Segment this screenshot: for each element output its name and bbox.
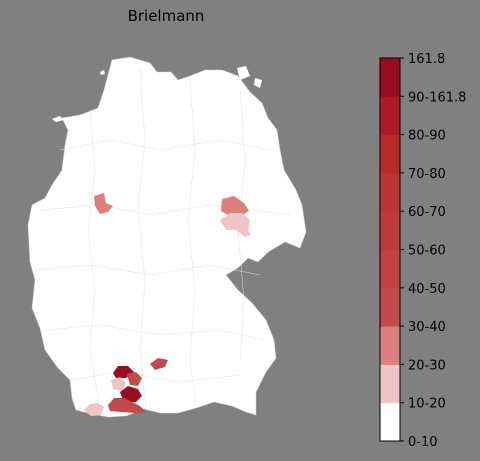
- colorbar-bin: [380, 172, 400, 212]
- district-westphalia: [94, 193, 113, 214]
- germany-outline: [27, 56, 307, 418]
- district-lake-constance-a: [108, 398, 146, 413]
- district-lake-constance-b: [84, 403, 104, 416]
- colorbar-tick-label: 60-70: [408, 205, 446, 220]
- colorbar-bin: [380, 287, 400, 327]
- district-saxony-anhalt-north: [221, 196, 249, 216]
- island: [52, 116, 64, 122]
- colorbar-tick-label: 10-20: [408, 397, 446, 412]
- colorbar-bin: [380, 364, 400, 404]
- colorbar-bin: [380, 96, 400, 136]
- island: [237, 66, 250, 80]
- colorbar-bin: [380, 211, 400, 250]
- district-borders: [34, 69, 291, 411]
- island: [100, 70, 105, 75]
- colorbar-bin: [380, 326, 400, 365]
- colorbar-tick-label: 70-80: [408, 167, 446, 182]
- district-swabia-alb-c: [111, 377, 126, 391]
- colorbar-tick-label: 0-10: [408, 435, 438, 450]
- district-saxony-anhalt-south: [220, 213, 251, 237]
- map-title: Brielmann: [127, 7, 205, 25]
- colorbar-tick-label: 80-90: [408, 129, 446, 144]
- island: [254, 78, 262, 88]
- colorbar-tick-label: 20-30: [408, 358, 446, 373]
- colorbar-tick-label: 161.8: [408, 52, 445, 67]
- district-bavaria-swabia-north: [150, 358, 168, 370]
- colorbar-bin: [380, 402, 400, 442]
- colorbar-bin: [380, 58, 400, 97]
- colorbar-tick-label: 50-60: [408, 244, 446, 259]
- colorbar-tick-label: 90-161.8: [408, 90, 466, 105]
- district-swabia-alb-d: [120, 386, 142, 402]
- colorbar-bin: [380, 249, 400, 289]
- district-swabia-alb-b: [127, 372, 142, 386]
- germany-map: [27, 56, 307, 418]
- colorbar-tick-label: 40-50: [408, 282, 446, 297]
- colorbar-bin: [380, 134, 400, 174]
- colorbar-tick-label: 30-40: [408, 320, 446, 335]
